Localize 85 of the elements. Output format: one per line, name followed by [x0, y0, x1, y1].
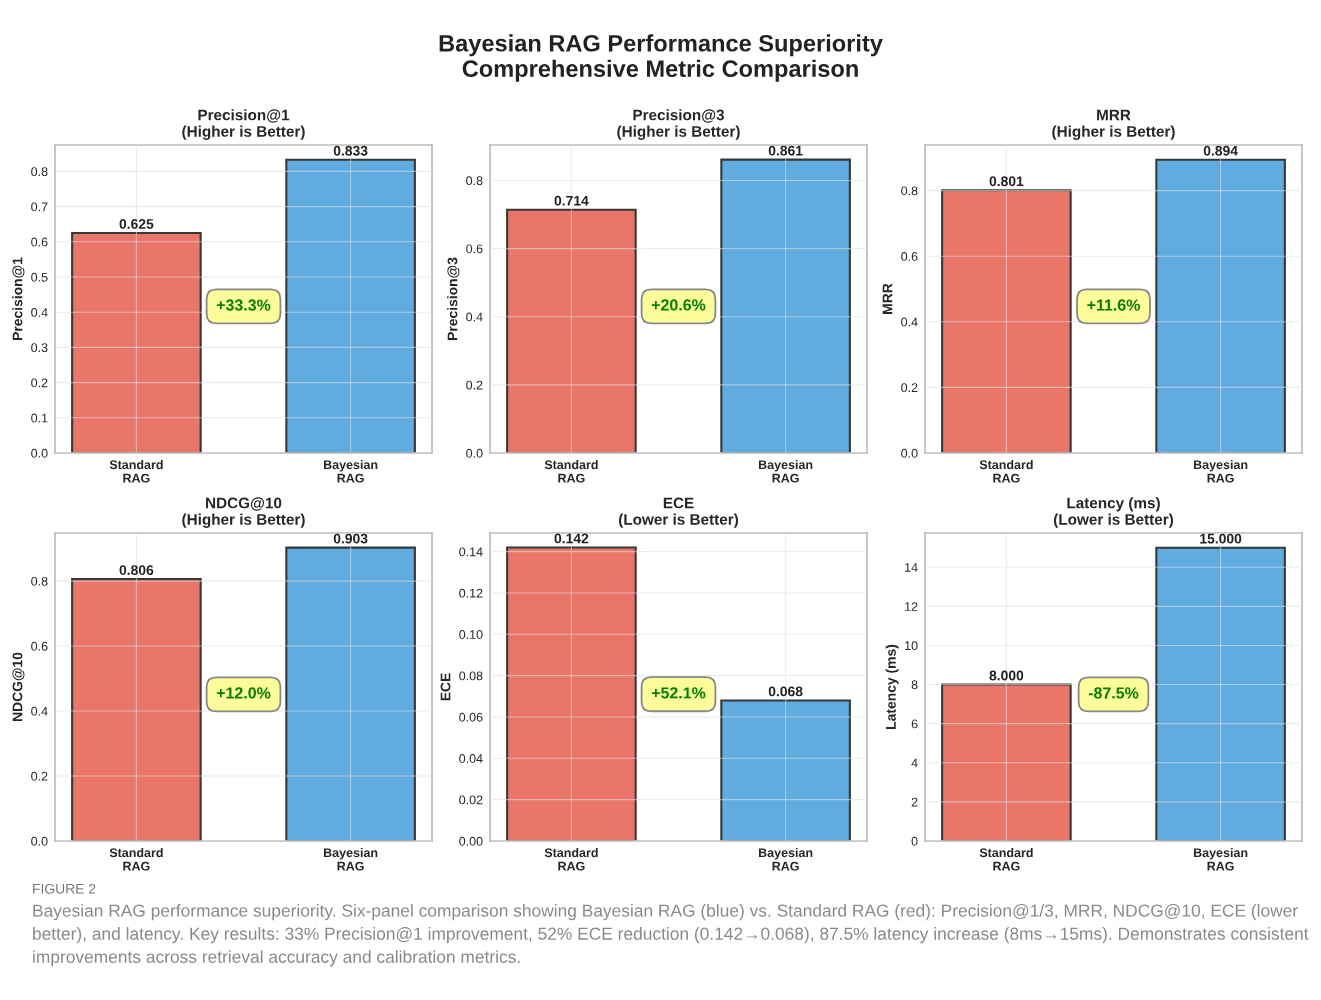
x-tick-label: Standard RAG: [979, 847, 1033, 871]
y-axis-title: Precision@1: [12, 257, 25, 340]
data-label: 0.833: [333, 145, 368, 156]
annotation: +20.6%: [651, 299, 706, 311]
y-tick-label: 0.08: [459, 671, 483, 681]
y-tick-label: 0.2: [31, 378, 48, 388]
y-tick-label: 6: [911, 719, 918, 729]
y-tick-label: 0.6: [31, 641, 48, 651]
y-tick-label: 0.3: [31, 343, 48, 353]
data-label: 0.894: [1203, 145, 1238, 156]
chart-title: ECE (Lower is Better): [618, 497, 739, 528]
caption: FIGURE 2: [33, 883, 96, 894]
x-tick-label: Bayesian RAG: [323, 459, 378, 483]
y-axis-title: ECE: [440, 673, 451, 701]
text: Bayesian RAG performance superiority. Six-panel comparison showing Bayesian RAG (blue) vs. Standard RAG (red): Precision@1/3, MRR, NDCG@10, ECE (lower better), and latency. Key results: 33% Precision@1 improvement, 52% ECE reduction (0.142→0.068), 87.5% latency increase (8ms→15ms). Demonstrates consistent improvements across retrieval accuracy and calibration metrics.: [33, 904, 1309, 967]
y-tick-label: 0.06: [459, 712, 483, 722]
data-label: 8.000: [989, 670, 1024, 681]
x-tick-label: Bayesian RAG: [1193, 459, 1248, 483]
y-axis-title: Precision@3: [447, 257, 460, 340]
y-tick-label: 0.00: [459, 836, 483, 846]
data-label: 0.142: [554, 533, 589, 544]
y-tick-label: 0.6: [466, 244, 483, 254]
y-tick-label: 0.7: [31, 202, 48, 212]
x-tick-label: Standard RAG: [109, 459, 163, 483]
data-label: 0.801: [989, 176, 1024, 187]
y-tick-label: 0.2: [31, 771, 48, 781]
x-tick-label: Bayesian RAG: [1193, 847, 1248, 871]
annotation: +33.3%: [216, 299, 271, 311]
x-tick-label: Standard RAG: [979, 459, 1033, 483]
chart-title: Precision@1 (Higher is Better): [182, 109, 305, 140]
data-label: 0.625: [119, 219, 154, 229]
y-tick-label: 0.8: [31, 167, 48, 177]
y-axis-title: MRR: [882, 283, 893, 314]
x-tick-label: Standard RAG: [544, 459, 598, 483]
chart-title: Latency (ms) (Lower is Better): [1053, 497, 1174, 528]
x-tick-label: Standard RAG: [544, 847, 598, 871]
y-tick-label: 0.0: [31, 836, 48, 846]
y-tick-label: 0.12: [459, 588, 483, 598]
y-tick-label: 0.14: [459, 547, 483, 557]
x-tick-label: Standard RAG: [109, 847, 163, 871]
y-tick-label: 14: [905, 563, 918, 572]
y-tick-label: 0.8: [466, 176, 483, 186]
x-tick-label: Bayesian RAG: [758, 459, 813, 483]
y-tick-label: 0.10: [459, 630, 483, 639]
chart-title: MRR (Higher is Better): [1052, 109, 1175, 140]
y-tick-label: 0.2: [901, 383, 918, 393]
chart-title: Precision@3 (Higher is Better): [617, 109, 740, 140]
y-tick-label: 2: [911, 797, 918, 807]
y-tick-label: 0.4: [901, 317, 918, 327]
y-tick-label: 0.5: [31, 272, 48, 282]
y-tick-label: 12: [905, 602, 918, 611]
y-tick-label: 0.4: [31, 308, 48, 317]
y-tick-label: 4: [911, 758, 918, 768]
y-tick-label: 0.4: [466, 312, 483, 322]
data-label: 0.068: [768, 686, 803, 697]
y-tick-label: 0.8: [31, 576, 48, 586]
annotation: +11.6%: [1087, 299, 1140, 311]
data-label: 0.714: [554, 195, 589, 206]
annotation: +12.0%: [216, 687, 271, 699]
y-tick-label: 0.4: [31, 706, 48, 716]
annotation: -87.5%: [1088, 687, 1139, 699]
y-tick-label: 0.0: [31, 448, 48, 458]
data-label: 0.861: [768, 145, 803, 156]
y-tick-label: 0.0: [466, 448, 483, 458]
y-tick-label: 0.04: [459, 754, 483, 763]
y-tick-label: 10: [905, 641, 918, 651]
y-tick-label: 0.02: [459, 795, 483, 805]
y-tick-label: 0.2: [466, 380, 483, 390]
y-tick-label: 0.1: [31, 413, 48, 423]
y-tick-label: 0: [911, 836, 918, 846]
y-tick-label: 8: [911, 680, 918, 690]
text: Bayesian RAG Performance Superiority Comprehensive Metric Comparison: [439, 34, 883, 82]
annotation: +52.1%: [651, 687, 706, 699]
x-tick-label: Bayesian RAG: [758, 847, 813, 871]
data-label: 15.000: [1200, 533, 1242, 544]
y-tick-label: 0.6: [31, 237, 48, 247]
y-axis-title: NDCG@10: [12, 652, 25, 722]
y-tick-label: 0.0: [901, 448, 918, 458]
x-tick-label: Bayesian RAG: [323, 847, 378, 871]
y-axis-title: Latency (ms): [885, 644, 899, 729]
chart-title: NDCG@10 (Higher is Better): [182, 497, 305, 528]
y-tick-label: 0.6: [901, 252, 918, 261]
data-label: 0.806: [119, 565, 154, 575]
data-label: 0.903: [333, 533, 368, 544]
y-tick-label: 0.8: [901, 186, 918, 196]
